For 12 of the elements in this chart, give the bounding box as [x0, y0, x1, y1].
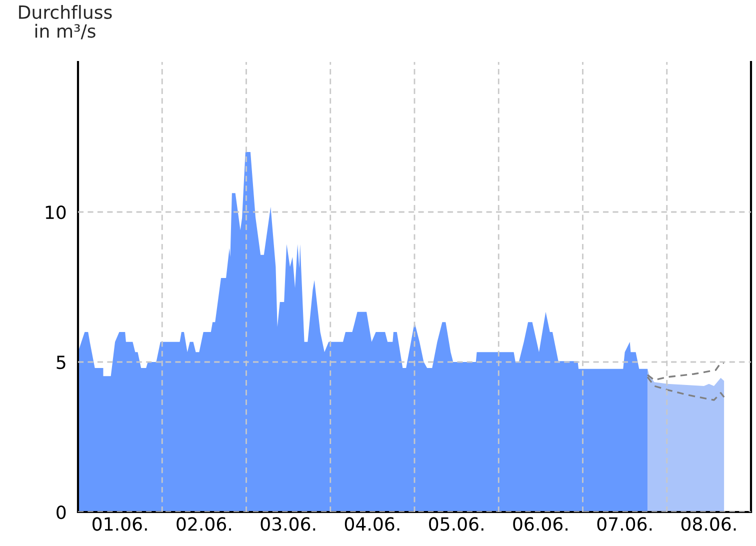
y-tick-label: 0	[56, 505, 66, 520]
x-tick-label: 02.06.	[176, 517, 231, 531]
x-tick-label: 05.06.	[429, 517, 484, 531]
x-tick-label: 04.06.	[344, 517, 400, 531]
x-tick-label: 07.06.	[597, 517, 652, 531]
x-tick-label: 03.06.	[260, 517, 316, 531]
x-tick-label: 06.06.	[513, 517, 568, 531]
x-tick-label: 08.06.	[681, 517, 736, 531]
y-tick-label: 5	[56, 356, 66, 370]
x-tick-label: 01.06.	[92, 517, 147, 531]
y-axis-title: Durchfluss in m³/s	[19, 5, 112, 40]
y-tick-label: 10	[46, 205, 66, 220]
